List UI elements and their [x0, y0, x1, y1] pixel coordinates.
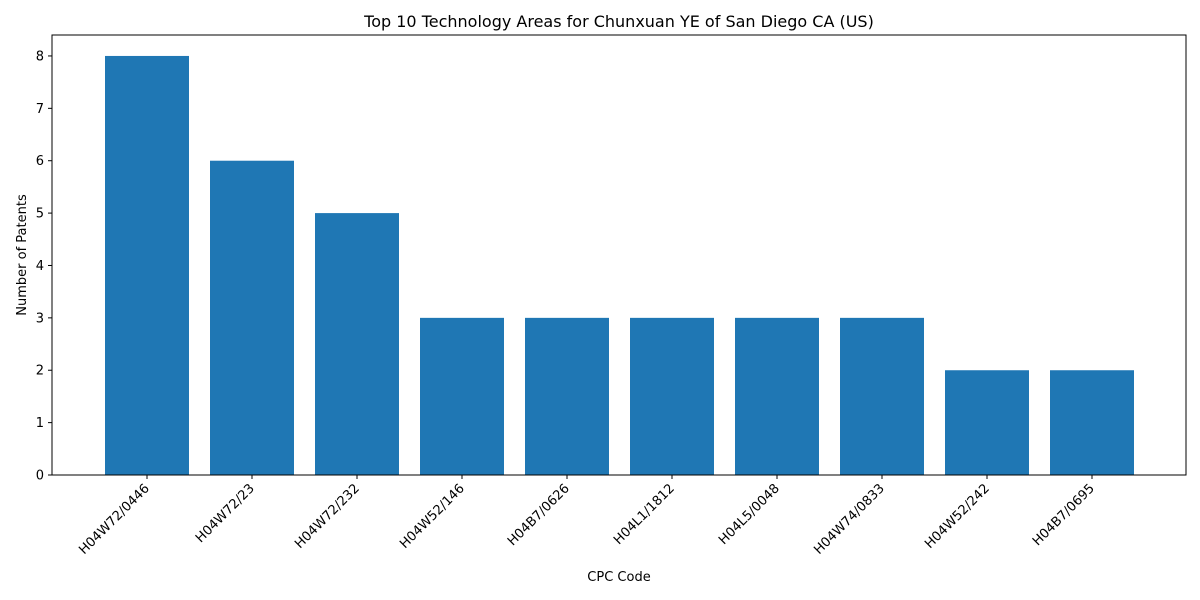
y-tick-label: 7 [36, 102, 44, 117]
bars-group [105, 56, 1134, 475]
bar-1 [210, 161, 294, 475]
x-tick-label: H04W52/146 [397, 481, 468, 552]
bar-2 [315, 213, 399, 475]
bar-8 [945, 370, 1029, 475]
x-axis-ticks: H04W72/0446 H04W72/23 H04W72/232 H04W52/146… [76, 475, 1098, 558]
x-tick-label: H04L1/1812 [611, 481, 678, 548]
y-tick-label: 8 [36, 49, 44, 64]
bar-6 [735, 318, 819, 475]
x-tick-label: H04W52/242 [922, 481, 993, 552]
bar-0 [105, 56, 189, 475]
y-axis-ticks: 0 1 2 3 4 5 6 7 8 [36, 49, 52, 483]
x-tick-label: H04W72/0446 [76, 481, 153, 558]
y-tick-label: 1 [36, 416, 44, 431]
y-tick-label: 6 [36, 154, 44, 169]
x-tick-label: H04B7/0626 [505, 481, 573, 549]
x-tick-label: H04B7/0695 [1030, 481, 1098, 549]
x-tick-label: H04W72/23 [193, 481, 258, 546]
y-tick-label: 4 [36, 259, 44, 274]
bar-7 [840, 318, 924, 475]
x-tick-label: H04L5/0048 [716, 481, 783, 548]
bar-chart: Top 10 Technology Areas for Chunxuan YE … [0, 0, 1200, 600]
x-tick-label: H04W74/0833 [811, 481, 888, 558]
x-axis-label: CPC Code [587, 570, 650, 585]
y-tick-label: 0 [36, 469, 44, 484]
bar-4 [525, 318, 609, 475]
x-tick-label: H04W72/232 [292, 481, 363, 552]
y-tick-label: 3 [36, 311, 44, 326]
chart-title: Top 10 Technology Areas for Chunxuan YE … [363, 12, 874, 31]
bar-5 [630, 318, 714, 475]
bar-9 [1050, 370, 1134, 475]
y-axis-label: Number of Patents [15, 194, 30, 316]
bar-3 [420, 318, 504, 475]
y-tick-label: 5 [36, 207, 44, 222]
y-tick-label: 2 [36, 364, 44, 379]
